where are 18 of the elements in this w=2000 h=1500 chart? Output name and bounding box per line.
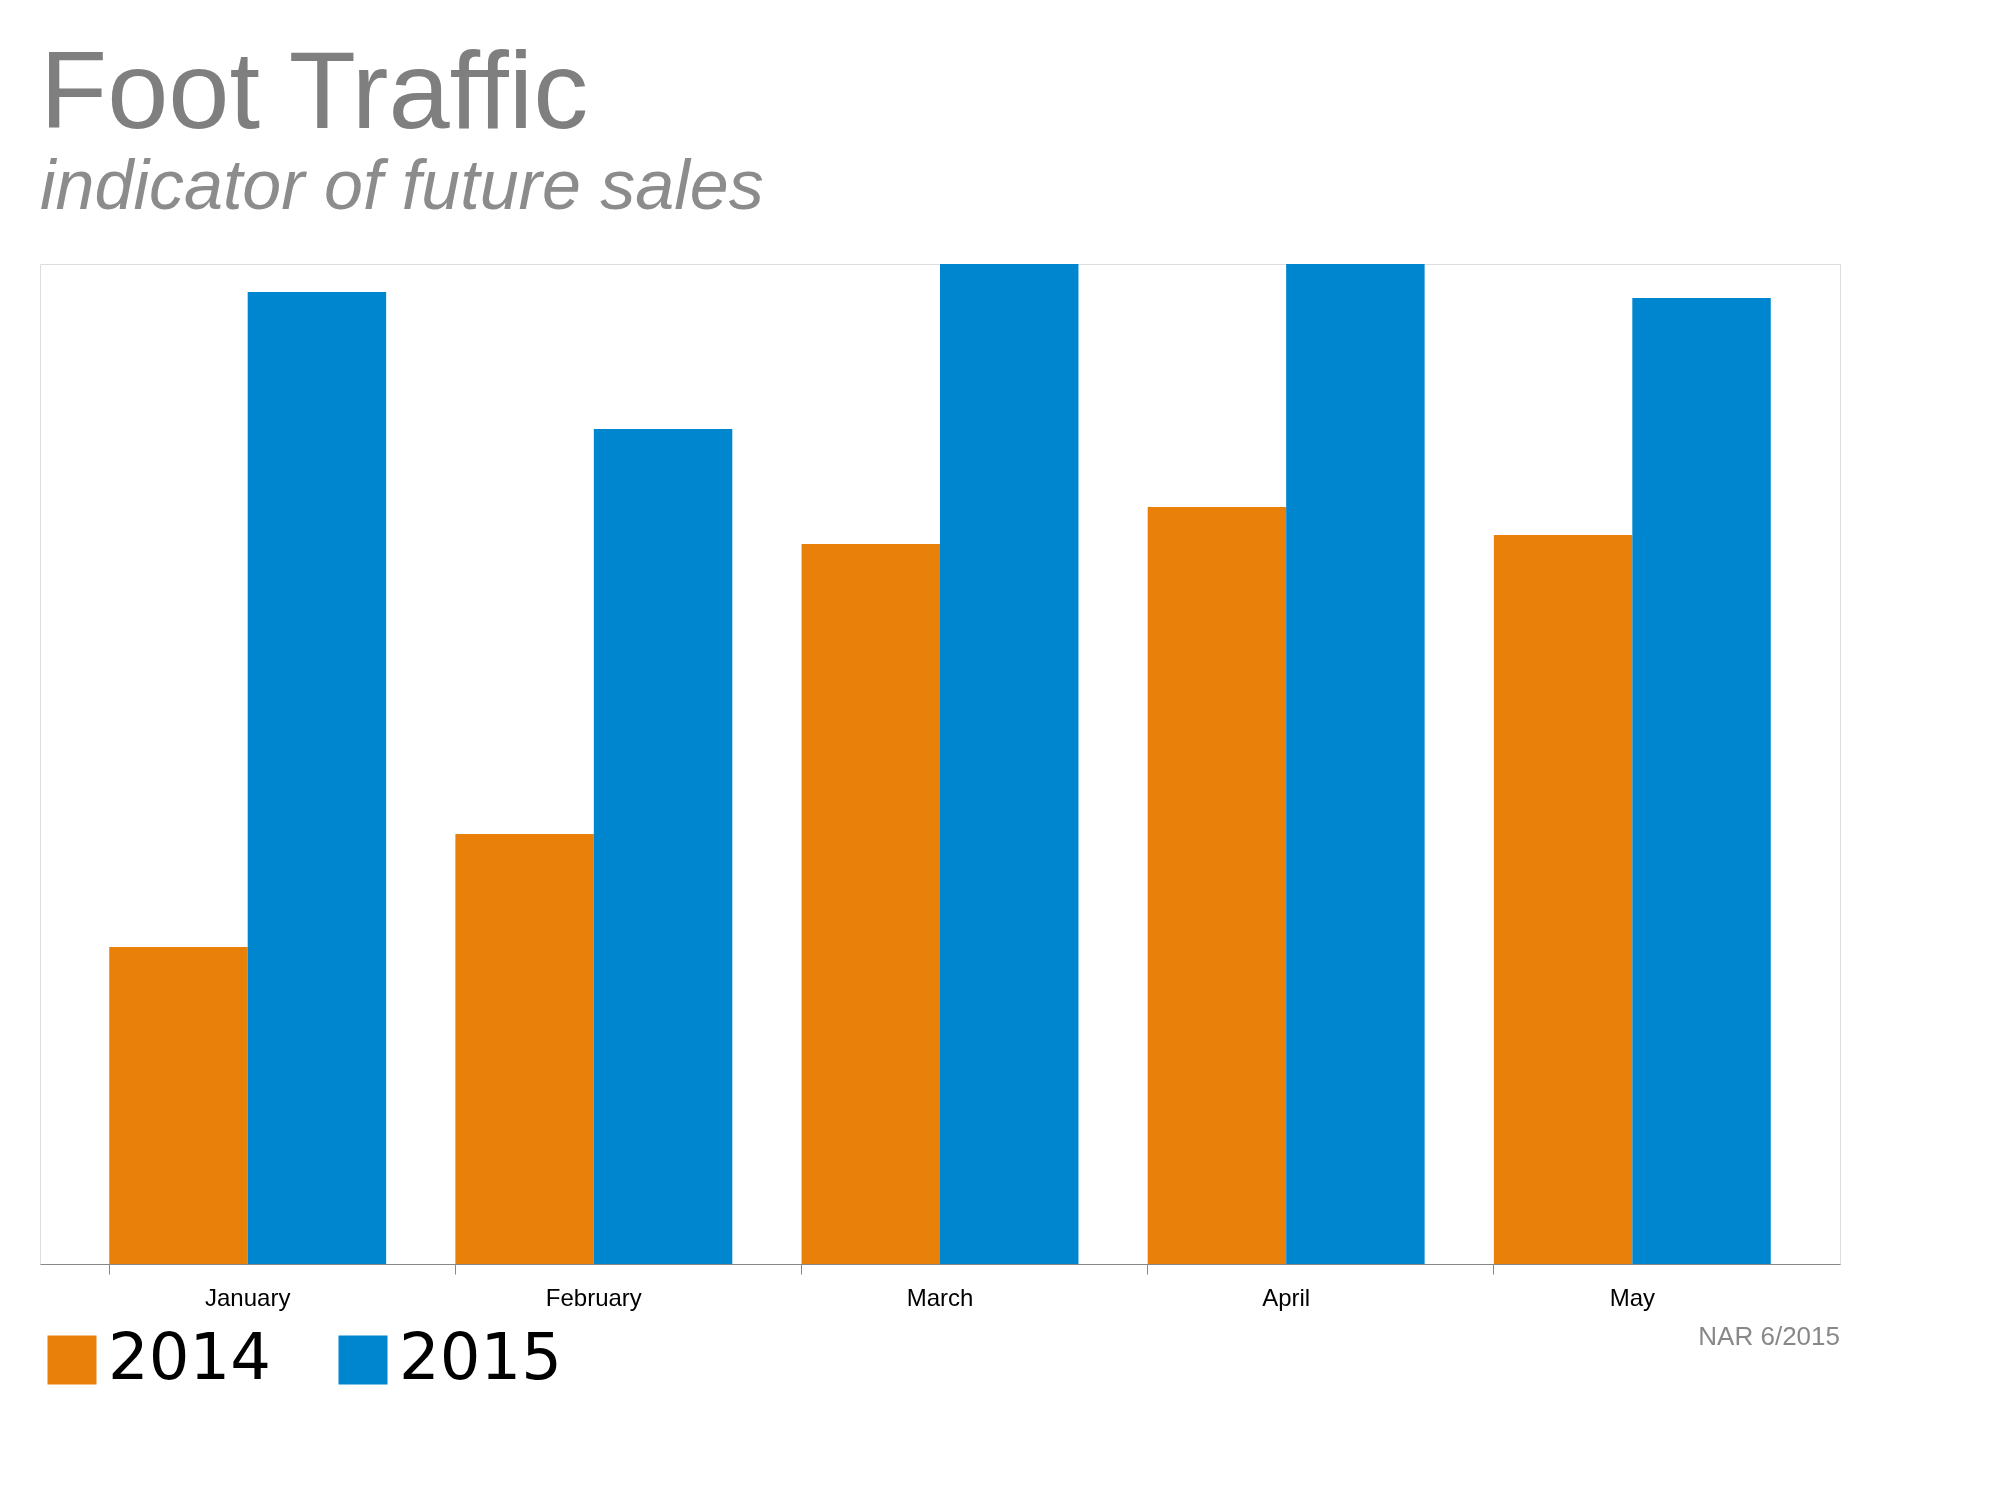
x-tick-label: March — [906, 1283, 974, 1311]
x-tick-label: February — [545, 1283, 642, 1311]
bar — [1632, 298, 1771, 1264]
x-tick-label: January — [205, 1283, 291, 1311]
legend-label: 2015 — [399, 1320, 562, 1394]
bar — [247, 292, 387, 1264]
text: NAR 6/2015 — [1698, 1321, 1840, 1351]
bar — [1286, 264, 1425, 1264]
x-tick-label: May — [1609, 1283, 1655, 1311]
bar — [801, 544, 940, 1264]
bar — [109, 947, 248, 1264]
bar — [1493, 535, 1633, 1264]
x-tick-label: April — [1262, 1283, 1311, 1311]
bar — [593, 429, 733, 1264]
bar — [940, 264, 1079, 1264]
legend-label: 2014 — [108, 1320, 271, 1394]
bar — [455, 834, 594, 1264]
bar — [1147, 507, 1287, 1264]
